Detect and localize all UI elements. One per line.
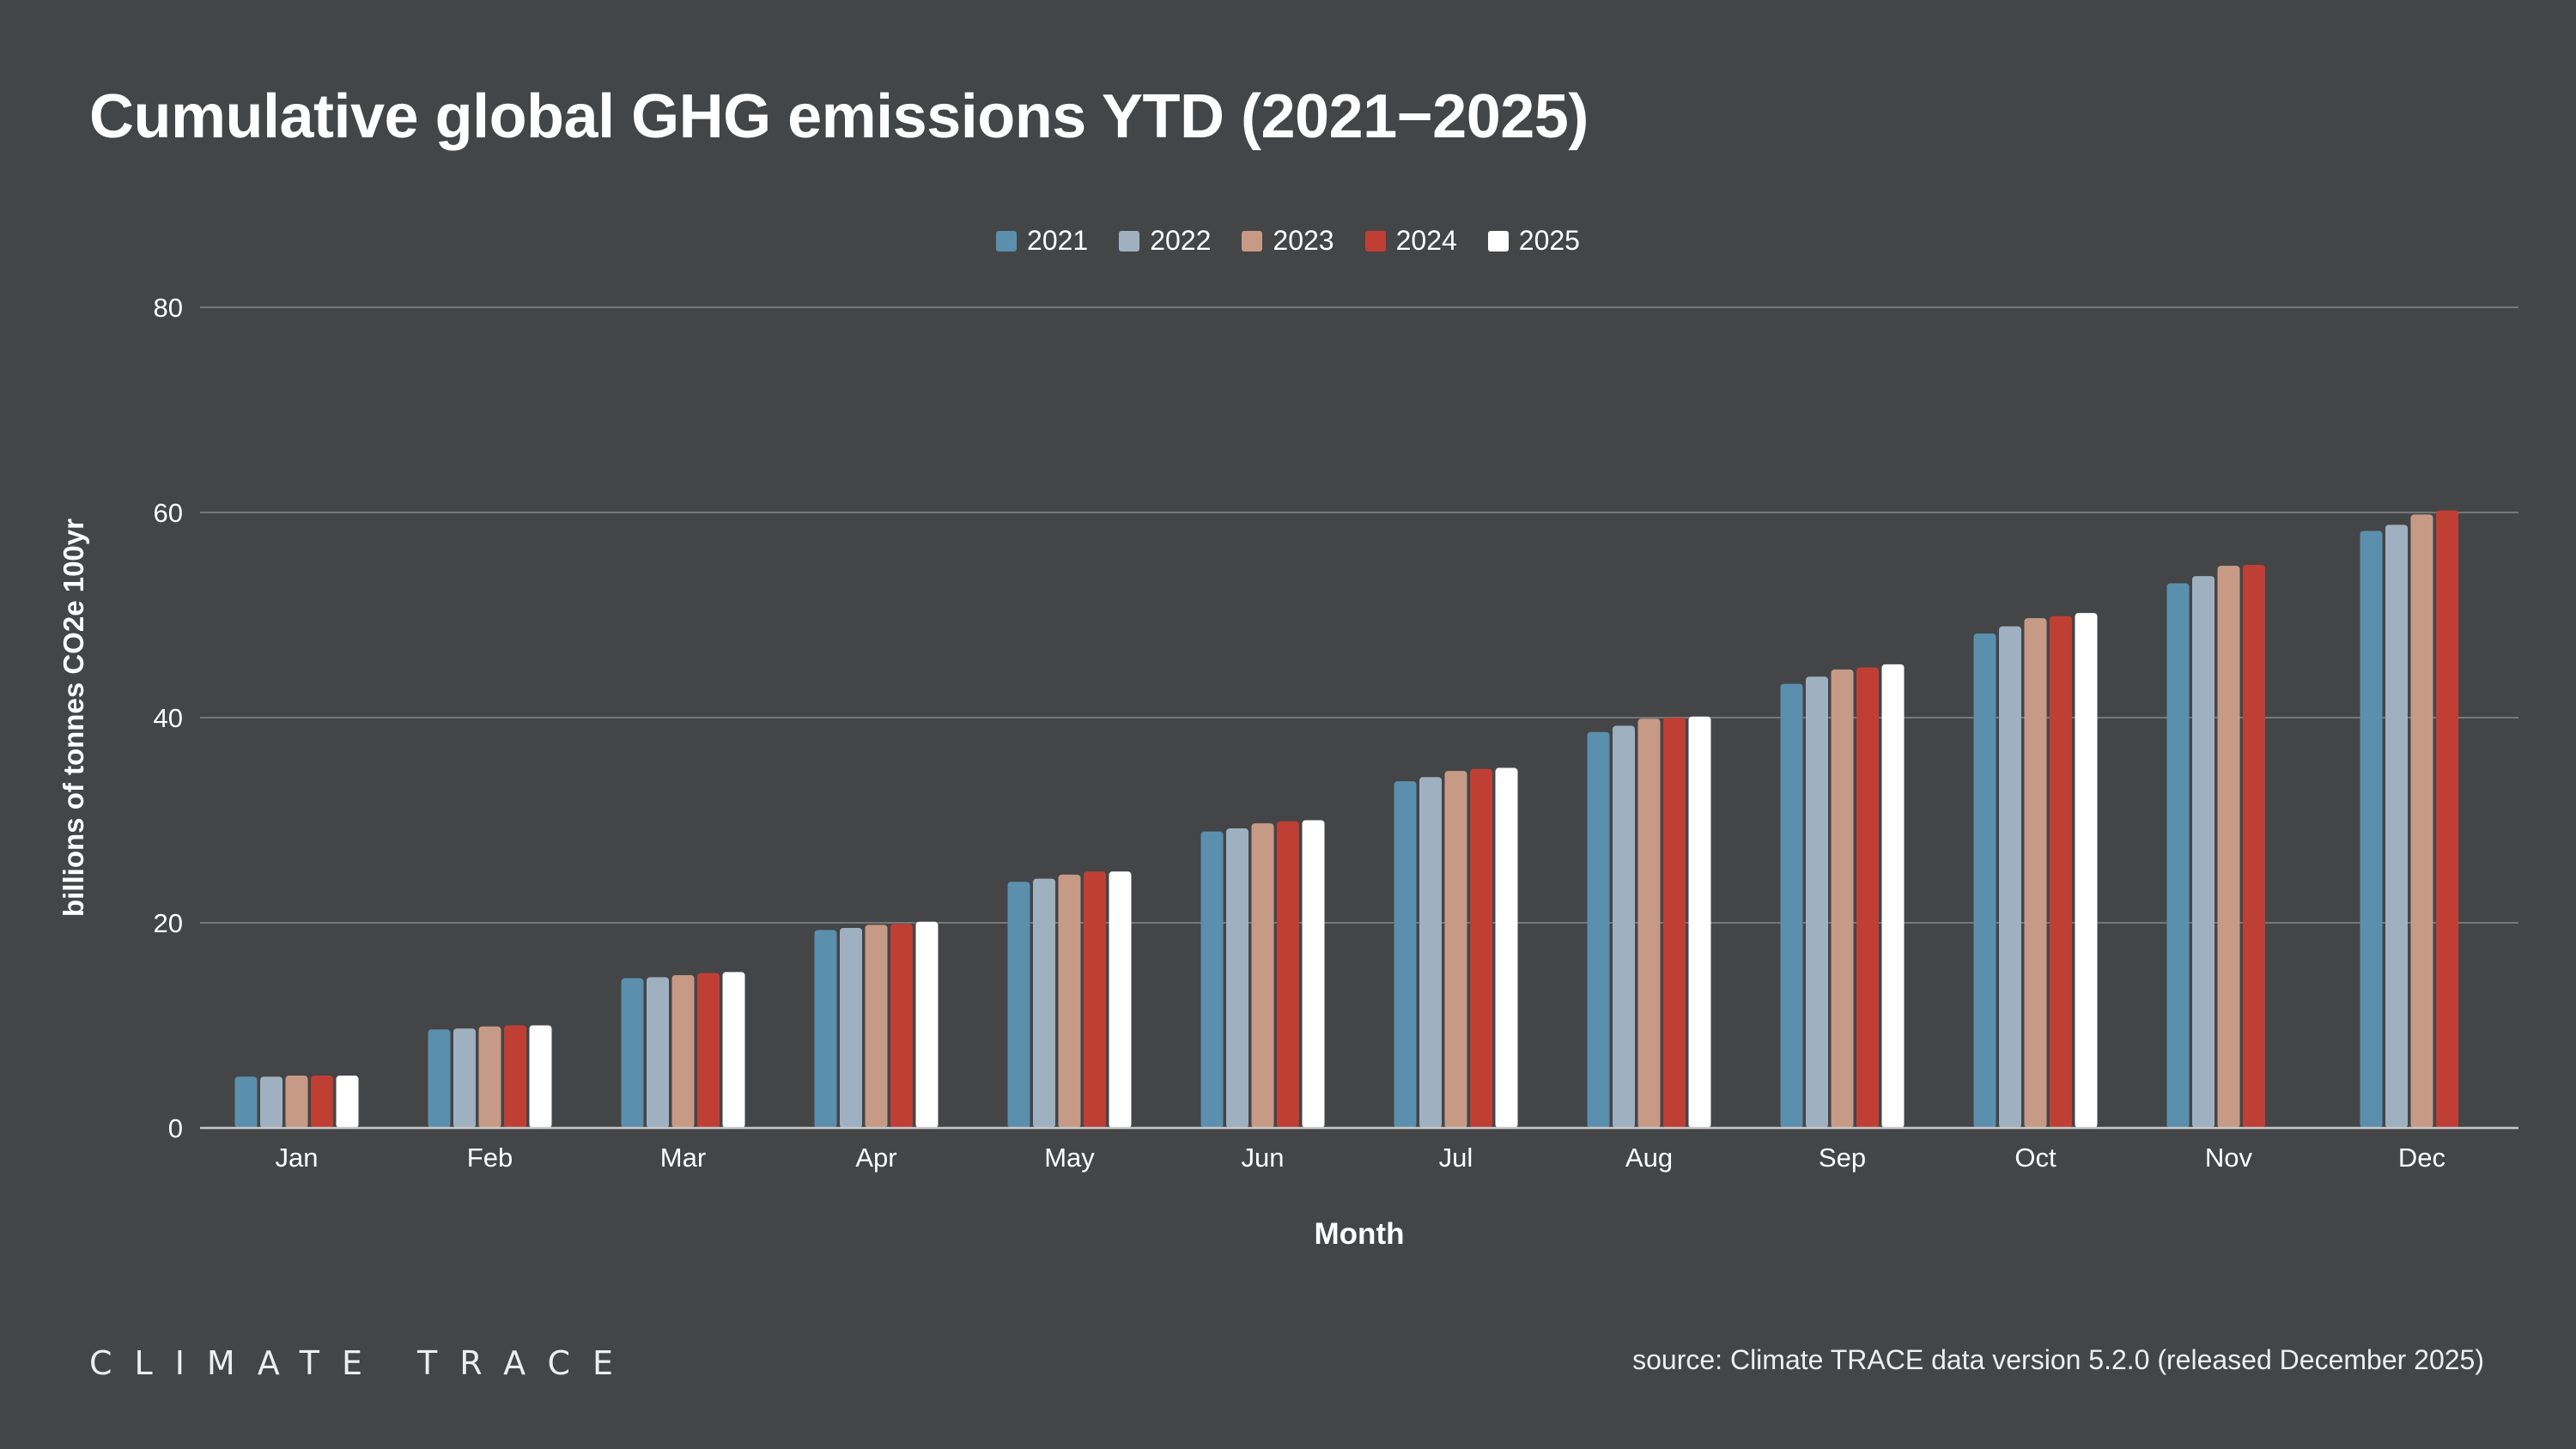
y-tick-label: 20: [154, 908, 183, 938]
bar-2021-Jun: [1200, 831, 1224, 1128]
bar-2021-Sep: [1780, 683, 1803, 1128]
bar-2023-Aug: [1637, 718, 1661, 1128]
x-tick-label: Jan: [276, 1143, 319, 1173]
legend-item-2025: 2025: [1487, 225, 1580, 257]
bar-2022-Mar: [647, 977, 669, 1128]
legend-item-2021: 2021: [996, 225, 1088, 257]
x-tick-label: May: [1044, 1143, 1095, 1173]
bar-2024-May: [1084, 871, 1106, 1128]
climate-trace-logo: CLIMATE TRACE: [89, 1344, 635, 1382]
bar-2024-Sep: [1856, 667, 1879, 1128]
bar-2025-Oct: [2075, 613, 2098, 1128]
x-tick-label: Jun: [1242, 1143, 1285, 1173]
bar-2025-Aug: [1688, 716, 1711, 1128]
legend-label: 2025: [1518, 225, 1580, 256]
bar-2022-Nov: [2192, 576, 2215, 1128]
legend: 2021 2022 2023 2024 2025: [0, 225, 2576, 257]
y-tick-label: 60: [154, 498, 183, 528]
bar-2025-Jan: [336, 1076, 359, 1128]
legend-label: 2023: [1273, 225, 1334, 256]
x-tick-label: Feb: [467, 1143, 513, 1173]
bar-2024-Aug: [1663, 718, 1686, 1128]
bar-2021-Aug: [1587, 731, 1610, 1128]
bar-2022-Feb: [453, 1028, 476, 1128]
bar-2023-May: [1058, 874, 1081, 1128]
y-tick-label: 80: [154, 293, 183, 323]
legend-swatch: [1242, 230, 1263, 252]
bar-2023-Feb: [478, 1026, 501, 1128]
bar-2024-Jun: [1277, 821, 1299, 1128]
bar-2022-Jun: [1226, 828, 1249, 1128]
x-tick-label: Oct: [2014, 1143, 2057, 1173]
bar-2022-Aug: [1613, 725, 1635, 1128]
bar-2024-Mar: [697, 973, 720, 1128]
y-tick-label: 40: [154, 703, 183, 733]
source-note: source: Climate TRACE data version 5.2.0…: [1632, 1344, 2484, 1375]
bar-2023-Jun: [1251, 823, 1274, 1128]
bar-2023-Oct: [2024, 618, 2047, 1128]
bar-2023-Nov: [2217, 566, 2240, 1128]
x-axis-label: Month: [1314, 1217, 1405, 1251]
bar-2021-Feb: [428, 1029, 451, 1128]
bar-2022-Jan: [260, 1076, 283, 1128]
bar-2021-Dec: [2360, 530, 2383, 1128]
bar-2021-Mar: [621, 978, 644, 1128]
bar-2022-Dec: [2385, 524, 2408, 1128]
bar-2025-May: [1109, 871, 1132, 1128]
x-tick-label: Mar: [660, 1143, 706, 1173]
legend-label: 2024: [1395, 225, 1457, 256]
bar-2023-Sep: [1831, 669, 1854, 1128]
bar-2021-Oct: [1973, 634, 1996, 1128]
x-tick-label: Nov: [2205, 1143, 2253, 1173]
bar-2024-Dec: [2436, 510, 2458, 1128]
bar-2021-May: [1007, 882, 1030, 1128]
chart-title: Cumulative global GHG emissions YTD (202…: [89, 82, 1589, 151]
bar-2025-Feb: [529, 1025, 552, 1128]
y-axis-label: billions of tonnes CO2e 100yr: [58, 518, 89, 917]
bar-2023-Dec: [2410, 514, 2433, 1128]
legend-swatch: [1364, 230, 1386, 252]
bar-2022-May: [1033, 878, 1055, 1128]
legend-label: 2021: [1027, 225, 1089, 256]
bar-2024-Jan: [311, 1076, 333, 1128]
bar-2024-Nov: [2243, 564, 2265, 1128]
y-tick-label: 0: [168, 1113, 183, 1143]
bar-2023-Apr: [865, 925, 888, 1128]
bar-2025-Jun: [1302, 820, 1325, 1128]
bar-2024-Oct: [2050, 615, 2072, 1128]
bar-2022-Sep: [1806, 676, 1828, 1128]
bar-2022-Jul: [1419, 777, 1442, 1128]
bar-2025-Sep: [1881, 664, 1905, 1128]
bar-2024-Apr: [890, 924, 913, 1128]
bar-2023-Mar: [671, 974, 695, 1128]
x-tick-label: Aug: [1625, 1143, 1673, 1173]
bar-2021-Nov: [2166, 583, 2190, 1128]
x-tick-label: Apr: [855, 1143, 896, 1173]
legend-label: 2022: [1150, 225, 1212, 256]
legend-swatch: [996, 230, 1018, 252]
bar-2025-Jul: [1495, 767, 1518, 1128]
bar-2021-Apr: [814, 930, 837, 1128]
bar-2021-Jul: [1394, 781, 1417, 1128]
bar-2022-Apr: [840, 927, 862, 1128]
bar-2022-Oct: [1999, 626, 2021, 1128]
bar-2024-Jul: [1470, 768, 1492, 1128]
x-tick-label: Jul: [1439, 1143, 1473, 1173]
legend-item-2022: 2022: [1119, 225, 1211, 257]
legend-swatch: [1119, 230, 1140, 252]
x-tick-label: Sep: [1819, 1143, 1866, 1173]
legend-item-2023: 2023: [1242, 225, 1334, 257]
bar-2023-Jan: [285, 1076, 308, 1128]
legend-item-2024: 2024: [1364, 225, 1457, 257]
legend-swatch: [1487, 230, 1509, 252]
bar-2025-Apr: [915, 921, 939, 1128]
bar-2023-Jul: [1444, 771, 1467, 1128]
x-tick-label: Dec: [2398, 1143, 2445, 1173]
bar-2024-Feb: [504, 1025, 526, 1128]
bar-2021-Jan: [234, 1076, 258, 1128]
bar-2025-Mar: [722, 972, 745, 1128]
